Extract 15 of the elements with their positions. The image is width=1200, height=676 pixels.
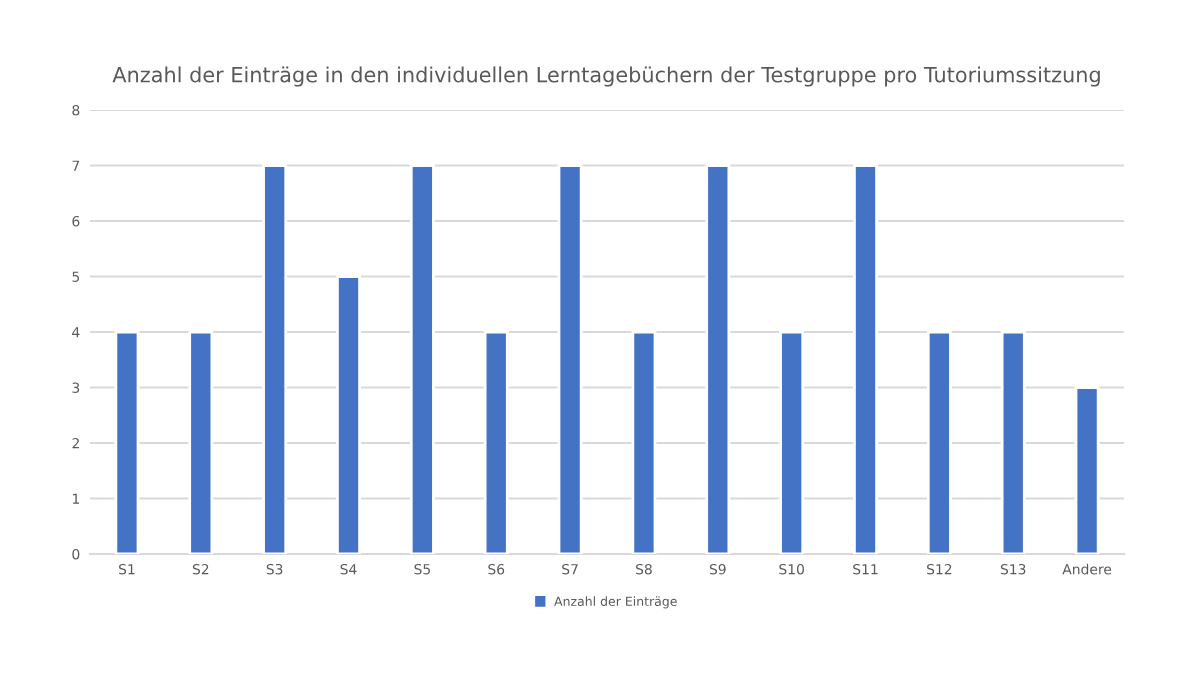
- bar: [1074, 386, 1100, 554]
- bar: [483, 330, 509, 554]
- bar: [631, 330, 657, 554]
- bar: [705, 164, 731, 554]
- bar: [853, 164, 878, 554]
- bar: [557, 164, 583, 554]
- bar: [188, 330, 214, 554]
- bar: [114, 330, 140, 554]
- bar: [262, 164, 288, 554]
- bar: [779, 330, 805, 554]
- bar: [926, 330, 952, 554]
- chart-title: Anzahl der Einträge in den individuellen Lerntagebüchern der Testgruppe pro Tutoriumssitzung: [112, 66, 1100, 87]
- bar: [409, 164, 435, 554]
- bar: [336, 275, 361, 554]
- bar: [1000, 330, 1026, 554]
